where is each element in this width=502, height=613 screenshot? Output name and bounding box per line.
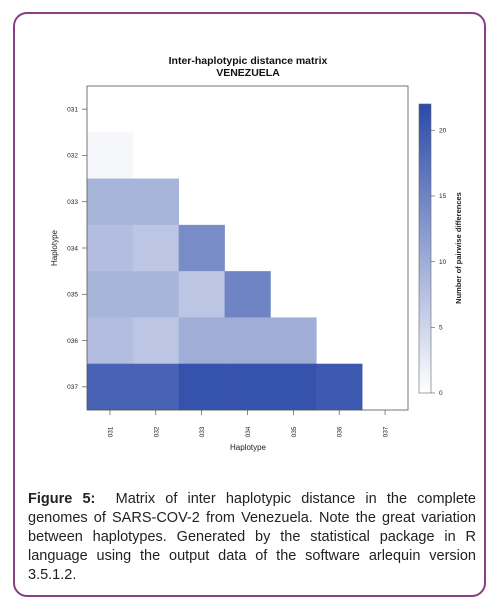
colorbar <box>418 103 432 394</box>
x-tick-label: 031 <box>107 426 114 437</box>
chart-title: Inter-haplotypic distance matrix <box>169 55 328 67</box>
x-axis: 031 032 033 034 035 036 037 <box>107 410 390 437</box>
colorbar-tick-label: 0 <box>439 390 443 397</box>
figure-caption-text: Matrix of inter haplotypic distance in t… <box>28 491 476 583</box>
heatmap-cell-037-032 <box>132 363 180 411</box>
heatmap-cell-035-034 <box>224 271 271 318</box>
colorbar-ticks: 0 5 10 15 20 <box>431 127 447 397</box>
y-tick-label: 032 <box>67 153 78 160</box>
chart-subtitle: VENEZUELA <box>216 67 280 79</box>
heatmap-cell-036-034 <box>224 317 271 365</box>
heatmap-cell-037-035 <box>270 363 317 411</box>
heatmap-chart: 031 032 033 034 035 036 037 031 032 033 034 035 036… <box>50 55 463 452</box>
heatmap-cell-033-031 <box>87 178 134 226</box>
x-tick-label: 036 <box>337 426 344 437</box>
heatmap-cells <box>87 132 363 411</box>
colorbar-tick-label: 10 <box>439 259 447 266</box>
y-tick-label: 036 <box>67 338 78 345</box>
heatmap-cell-034-032 <box>132 224 180 272</box>
x-tick-label: 037 <box>383 426 390 437</box>
heatmap-cell-036-033 <box>178 317 225 365</box>
colorbar-tick-label: 5 <box>439 325 443 332</box>
y-tick-label: 031 <box>67 106 78 113</box>
heatmap-cell-036-031 <box>87 317 134 365</box>
colorbar-label: Number of pairwise differences <box>454 192 463 304</box>
colorbar-tick-label: 15 <box>439 193 447 200</box>
heatmap-cell-035-031 <box>87 271 134 318</box>
figure-label: Figure 5: <box>28 491 96 507</box>
heatmap-cell-034-033 <box>178 224 225 272</box>
y-tick-label: 033 <box>67 199 78 206</box>
heatmap-cell-032-031 <box>87 132 134 179</box>
heatmap-cell-037-034 <box>224 363 271 411</box>
y-axis: 031 032 033 034 035 036 037 <box>67 106 87 391</box>
x-tick-label: 035 <box>291 426 298 437</box>
y-tick-label: 037 <box>67 384 78 391</box>
heatmap-cell-033-032 <box>132 178 180 226</box>
heatmap-cell-036-032 <box>132 317 180 365</box>
x-tick-label: 033 <box>199 426 206 437</box>
x-axis-label: Haplotype <box>230 443 267 452</box>
heatmap-cell-037-033 <box>178 363 225 411</box>
heatmap-cell-037-031 <box>87 363 134 411</box>
y-axis-label: Haplotype <box>50 229 59 266</box>
x-tick-label: 034 <box>245 426 252 437</box>
heatmap-cell-035-032 <box>132 271 180 318</box>
heatmap-cell-034-031 <box>87 224 134 272</box>
heatmap-cell-036-035 <box>270 317 317 365</box>
heatmap-cell-037-036 <box>316 363 363 411</box>
y-tick-label: 034 <box>67 245 78 252</box>
x-tick-label: 032 <box>153 426 160 437</box>
heatmap-cell-035-033 <box>178 271 225 318</box>
y-tick-label: 035 <box>67 292 78 299</box>
colorbar-tick-label: 20 <box>439 127 447 134</box>
figure-caption: Figure 5: Matrix of inter haplotypic dis… <box>28 490 476 585</box>
